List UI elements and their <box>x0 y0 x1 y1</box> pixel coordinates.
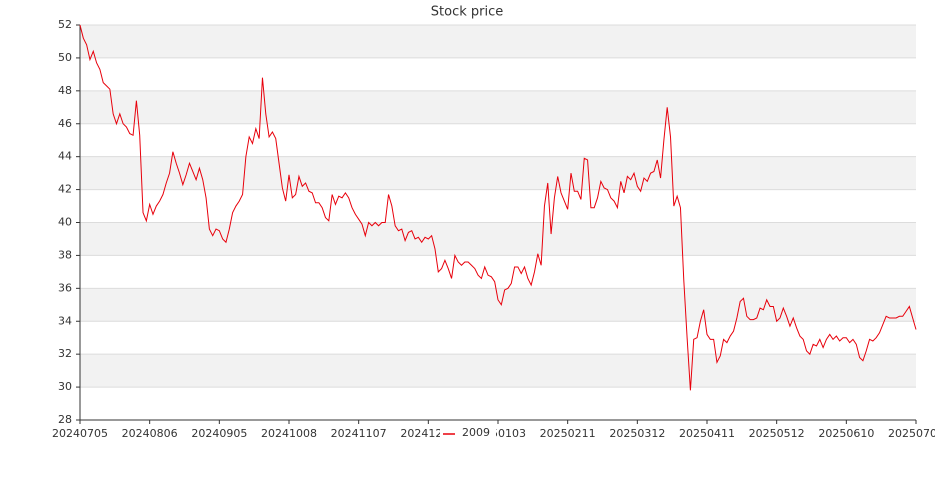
grid-band <box>80 222 916 256</box>
x-tick-label: 20250512 <box>749 427 805 440</box>
chart-title: Stock price <box>431 5 503 20</box>
y-tick-label: 38 <box>58 248 72 261</box>
line-series <box>79 24 917 391</box>
y-tick-label: 30 <box>58 380 72 393</box>
x-tick-label: 20250211 <box>540 427 596 440</box>
y-tick-label: 36 <box>58 281 72 294</box>
y-tick-label: 32 <box>58 347 72 360</box>
x-tick-label: 20240905 <box>191 427 247 440</box>
y-tick-label: 44 <box>58 150 72 163</box>
grid-band <box>80 354 916 388</box>
x-tick-label: 20250411 <box>679 427 735 440</box>
grid-band <box>80 288 916 322</box>
x-tick-label: 20240806 <box>122 427 178 440</box>
legend: 2009 <box>440 425 496 441</box>
y-tick-label: 40 <box>58 216 72 229</box>
legend-box <box>440 425 496 441</box>
grid-band <box>80 90 916 124</box>
x-tick-label: 20241107 <box>331 427 387 440</box>
y-tick-label: 42 <box>58 183 72 196</box>
x-tick-label: 20250709 <box>888 427 935 440</box>
x-tick-label: 20250610 <box>818 427 874 440</box>
x-tick-label: 20241008 <box>261 427 317 440</box>
y-tick-label: 46 <box>58 117 72 130</box>
y-tick-label: 28 <box>58 413 72 426</box>
y-tick-label: 34 <box>58 314 72 327</box>
x-tick-label: 20240705 <box>52 427 108 440</box>
y-tick-label: 48 <box>58 84 72 97</box>
y-tick-label: 50 <box>58 51 72 64</box>
grid-band <box>80 25 916 58</box>
x-tick-label: 20250312 <box>609 427 665 440</box>
grid-band <box>80 156 916 190</box>
legend-label: 2009 <box>462 426 490 439</box>
y-tick-label: 52 <box>58 18 72 31</box>
